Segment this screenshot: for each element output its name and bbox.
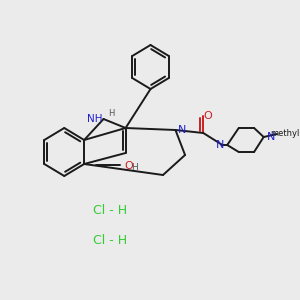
Text: Cl - H: Cl - H (93, 203, 127, 217)
Text: O: O (124, 161, 134, 171)
Text: N: N (216, 140, 224, 150)
Text: NH: NH (87, 114, 103, 124)
Text: H: H (131, 163, 138, 172)
Text: H: H (108, 110, 115, 118)
Text: N: N (177, 125, 186, 135)
Text: N: N (266, 132, 275, 142)
Text: Cl - H: Cl - H (93, 233, 127, 247)
Text: methyl: methyl (270, 130, 299, 139)
Text: O: O (204, 111, 212, 121)
